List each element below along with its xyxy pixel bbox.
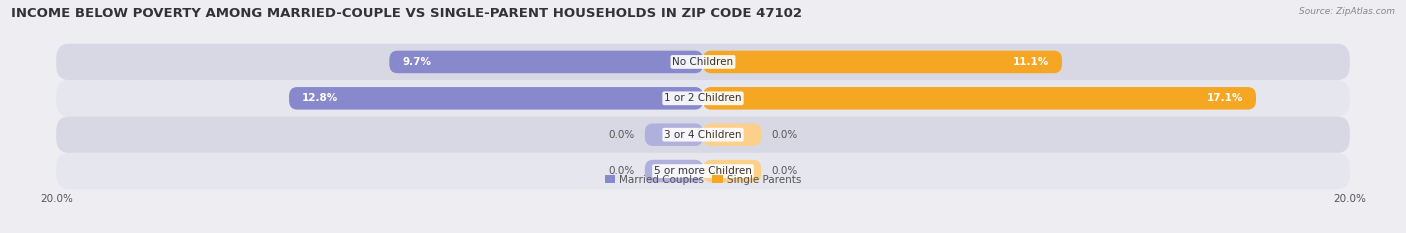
FancyBboxPatch shape <box>703 123 761 146</box>
FancyBboxPatch shape <box>645 160 703 182</box>
Text: 0.0%: 0.0% <box>770 130 797 140</box>
Text: 0.0%: 0.0% <box>609 166 636 176</box>
Text: 3 or 4 Children: 3 or 4 Children <box>664 130 742 140</box>
Text: 12.8%: 12.8% <box>302 93 339 103</box>
Text: 9.7%: 9.7% <box>402 57 432 67</box>
FancyBboxPatch shape <box>645 123 703 146</box>
Text: 5 or more Children: 5 or more Children <box>654 166 752 176</box>
FancyBboxPatch shape <box>290 87 703 110</box>
FancyBboxPatch shape <box>56 44 1350 80</box>
FancyBboxPatch shape <box>56 153 1350 189</box>
Text: 17.1%: 17.1% <box>1206 93 1243 103</box>
Legend: Married Couples, Single Parents: Married Couples, Single Parents <box>600 171 806 189</box>
FancyBboxPatch shape <box>703 160 761 182</box>
Text: INCOME BELOW POVERTY AMONG MARRIED-COUPLE VS SINGLE-PARENT HOUSEHOLDS IN ZIP COD: INCOME BELOW POVERTY AMONG MARRIED-COUPL… <box>11 7 803 20</box>
FancyBboxPatch shape <box>56 80 1350 116</box>
Text: 0.0%: 0.0% <box>609 130 636 140</box>
FancyBboxPatch shape <box>703 51 1062 73</box>
Text: No Children: No Children <box>672 57 734 67</box>
Text: 11.1%: 11.1% <box>1012 57 1049 67</box>
FancyBboxPatch shape <box>703 87 1256 110</box>
Text: 0.0%: 0.0% <box>770 166 797 176</box>
FancyBboxPatch shape <box>389 51 703 73</box>
Text: Source: ZipAtlas.com: Source: ZipAtlas.com <box>1299 7 1395 16</box>
FancyBboxPatch shape <box>56 116 1350 153</box>
Text: 1 or 2 Children: 1 or 2 Children <box>664 93 742 103</box>
